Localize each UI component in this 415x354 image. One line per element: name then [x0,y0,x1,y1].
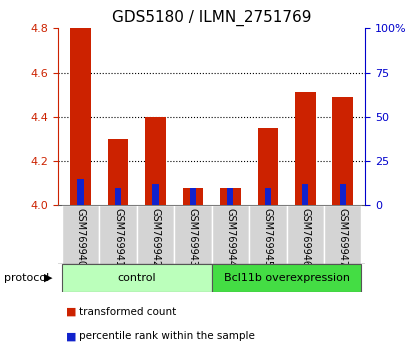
Text: GSM769942: GSM769942 [151,208,161,267]
Text: GSM769944: GSM769944 [225,208,235,267]
Text: GSM769946: GSM769946 [300,208,310,267]
Text: control: control [117,273,156,283]
Bar [295,92,315,205]
Bar [324,205,361,264]
Bar [174,205,212,264]
Text: GSM769945: GSM769945 [263,208,273,267]
Bar [137,205,174,264]
Bar [99,205,137,264]
Text: ▶: ▶ [44,273,52,283]
Bar [70,28,91,205]
Bar [249,205,286,264]
Text: protocol: protocol [4,273,49,283]
Bar [212,264,361,292]
Bar [78,179,84,205]
Bar [227,188,234,205]
Bar [62,205,99,264]
Bar [145,117,166,205]
Bar [265,188,271,205]
Bar [212,205,249,264]
Bar [62,264,212,292]
Bar [152,184,159,205]
Text: transformed count: transformed count [79,307,176,316]
Text: ■: ■ [66,307,77,316]
Text: percentile rank within the sample: percentile rank within the sample [79,331,255,341]
Text: GSM769940: GSM769940 [76,208,85,267]
Bar [115,188,121,205]
Bar [302,184,308,205]
Bar [190,188,196,205]
Title: GDS5180 / ILMN_2751769: GDS5180 / ILMN_2751769 [112,9,311,25]
Text: GSM769943: GSM769943 [188,208,198,267]
Bar [183,188,203,205]
Bar [108,139,128,205]
Text: GSM769941: GSM769941 [113,208,123,267]
Bar [258,128,278,205]
Text: ■: ■ [66,331,77,341]
Bar [339,184,346,205]
Bar [332,97,353,205]
Text: GSM769947: GSM769947 [338,208,348,267]
Text: Bcl11b overexpression: Bcl11b overexpression [224,273,349,283]
Bar [286,205,324,264]
Bar [220,188,241,205]
